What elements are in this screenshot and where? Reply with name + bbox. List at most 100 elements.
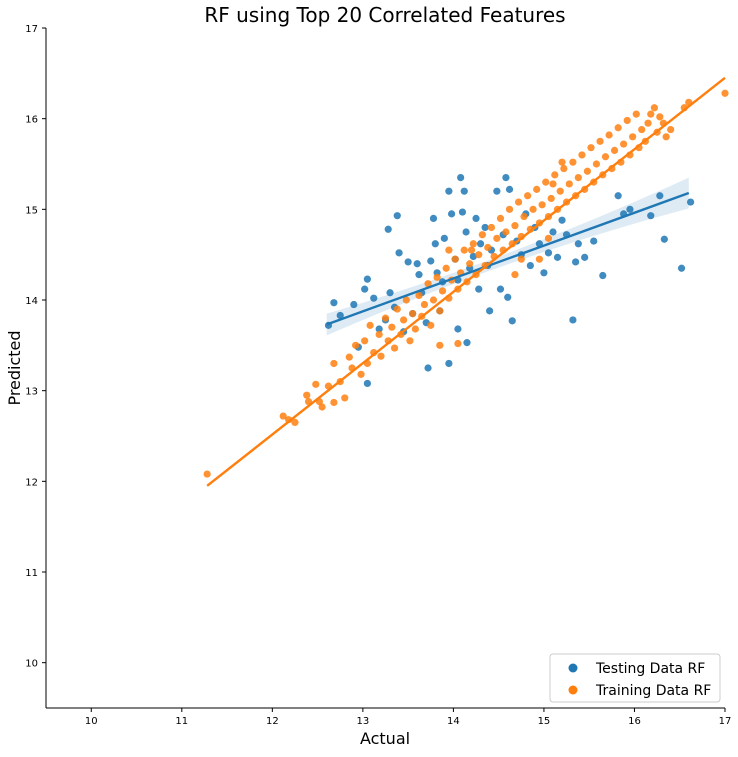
testing-point (569, 316, 577, 324)
testing-point (457, 174, 465, 182)
x-axis-label: Actual (360, 729, 410, 748)
training-point (475, 251, 483, 259)
testing-point (429, 214, 438, 222)
testing-point (395, 249, 403, 257)
training-point (592, 160, 601, 168)
testing-point (445, 359, 453, 368)
training-point (415, 291, 423, 300)
training-point (427, 321, 435, 329)
training-point (549, 180, 557, 188)
training-point (529, 205, 537, 213)
y-tick-label: 17 (25, 24, 38, 35)
training-point (569, 158, 577, 166)
training-point (644, 119, 652, 127)
testing-point (424, 364, 432, 372)
testing-point (475, 285, 483, 293)
training-point (656, 113, 664, 121)
training-point (454, 339, 462, 348)
training-point (388, 323, 396, 331)
training-point (601, 153, 610, 161)
training-point (520, 212, 528, 221)
training-point (605, 131, 613, 139)
training-point (650, 104, 658, 112)
testing-point (361, 285, 369, 293)
testing-point (549, 228, 557, 236)
training-point (614, 124, 622, 132)
testing-point (508, 317, 516, 325)
x-tick-label: 11 (175, 716, 188, 727)
testing-point (431, 240, 439, 248)
testing-point (469, 252, 477, 261)
testing-point (677, 264, 686, 272)
testing-point (647, 212, 655, 220)
training-point (632, 110, 640, 118)
training-point (511, 271, 519, 279)
testing-point (614, 192, 622, 200)
testing-point (413, 260, 421, 268)
testing-point (590, 237, 598, 245)
y-tick-label: 12 (25, 477, 38, 488)
testing-point (599, 271, 607, 280)
x-tick-label: 10 (85, 716, 98, 727)
training-point (544, 234, 553, 242)
training-point (330, 359, 338, 368)
training-point (451, 255, 459, 263)
training-point (551, 171, 559, 179)
training-point (623, 116, 631, 125)
testing-point (486, 307, 494, 315)
testing-point (463, 339, 471, 347)
testing-confidence-band (326, 177, 689, 336)
chart-title: RF using Top 20 Correlated Features (204, 3, 565, 27)
training-point (517, 255, 525, 263)
testing-point (454, 325, 462, 333)
legend-label-testing: Testing Data RF (595, 661, 705, 677)
training-point (406, 337, 414, 345)
testing-point (415, 271, 423, 279)
testing-point (572, 258, 580, 266)
training-point (318, 403, 326, 411)
testing-point (544, 249, 553, 257)
testing-point (336, 311, 344, 320)
testing-point (440, 234, 448, 242)
training-point (538, 201, 546, 209)
training-point (662, 133, 670, 141)
testing-point (393, 212, 401, 220)
y-tick-label: 13 (25, 387, 38, 398)
y-tick-label: 14 (25, 296, 38, 307)
testing-point (540, 269, 548, 277)
training-point (502, 228, 510, 236)
testing-point (656, 192, 664, 200)
x-tick-label: 13 (356, 716, 369, 727)
testing-point (447, 210, 456, 218)
training-point (400, 316, 408, 324)
training-point (429, 296, 438, 304)
training-point (487, 223, 496, 232)
testing-point (581, 253, 589, 261)
testing-point (350, 300, 358, 309)
training-point (496, 214, 505, 222)
training-point (460, 246, 468, 254)
testing-point (363, 275, 371, 283)
testing-point (502, 174, 510, 182)
training-point (484, 243, 492, 252)
testing-point (445, 187, 453, 195)
training-point (574, 174, 582, 182)
training-point (466, 260, 474, 268)
training-point (436, 341, 444, 349)
legend-label-training: Training Data RF (595, 683, 711, 699)
training-point (203, 470, 211, 478)
training-point (438, 287, 447, 295)
testing-point (481, 223, 489, 232)
testing-point (384, 225, 392, 233)
training-point (560, 164, 568, 173)
training-point (478, 231, 486, 239)
training-point (291, 418, 299, 426)
training-point (647, 110, 655, 118)
legend-marker-training (568, 685, 578, 695)
training-point (345, 353, 353, 361)
x-tick-label: 16 (628, 716, 641, 727)
testing-point (386, 289, 394, 297)
testing-fit-line (326, 191, 690, 326)
testing-point (460, 187, 468, 195)
